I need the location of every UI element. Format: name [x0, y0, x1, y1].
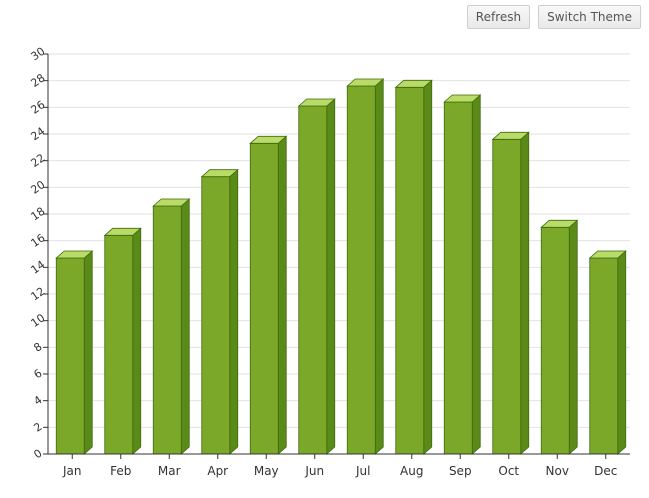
y-tick-label: 28 — [29, 71, 48, 90]
bar-front-face — [152, 205, 182, 455]
bar-side-face — [617, 250, 627, 455]
y-tick-label: 10 — [29, 311, 48, 330]
y-tick-label: 14 — [29, 258, 48, 277]
bar-side-face — [520, 131, 530, 455]
bar-front-face — [55, 257, 85, 455]
toolbar: Refresh Switch Theme — [466, 5, 641, 29]
y-tick-label: 8 — [31, 340, 44, 355]
bar-front-face — [589, 257, 619, 455]
bar-may — [249, 135, 288, 455]
switch-theme-button[interactable]: Switch Theme — [538, 5, 641, 29]
bar-side-face — [229, 168, 239, 455]
x-tick-label: Oct — [498, 464, 519, 478]
x-tick-label: Jan — [62, 464, 82, 478]
bar-nov — [540, 219, 579, 455]
bar-jun — [297, 98, 336, 455]
x-tick-label: Sep — [449, 464, 472, 478]
bar-front-face — [346, 85, 376, 455]
bar-top-face — [588, 250, 627, 259]
x-tick-label: Jun — [304, 464, 324, 478]
y-tick-label: 22 — [29, 151, 48, 170]
bar-side-face — [374, 78, 384, 455]
bar-side-face — [132, 227, 142, 455]
bar-top-face — [200, 169, 239, 178]
bar-side-face — [277, 135, 287, 455]
bar-side-face — [568, 219, 578, 455]
bar-top-face — [103, 227, 142, 236]
bar-side-face — [471, 94, 481, 455]
bar-jul — [346, 78, 385, 455]
x-tick-label: May — [254, 464, 279, 478]
bar-front-face — [249, 142, 279, 455]
bar-aug — [394, 79, 433, 455]
y-tick-label: 26 — [29, 98, 48, 117]
y-tick-label: 12 — [29, 285, 48, 304]
y-tick-label: 24 — [29, 125, 48, 144]
bar-top-face — [55, 250, 94, 259]
bar-front-face — [104, 234, 134, 455]
bar-front-face — [540, 226, 570, 455]
bar-jan — [55, 250, 94, 455]
bar-side-face — [326, 98, 336, 455]
x-tick-label: Mar — [158, 464, 181, 478]
bar-side-face — [423, 79, 433, 455]
bar-sep — [443, 94, 482, 455]
x-tick-label: Dec — [594, 464, 617, 478]
bar-top-face — [152, 198, 191, 207]
axes — [47, 54, 630, 455]
bar-front-face — [201, 176, 231, 455]
x-tick-label: Apr — [207, 464, 228, 478]
bar-oct — [491, 131, 530, 455]
bars — [55, 78, 627, 455]
bar-front-face — [443, 101, 473, 455]
x-tick-labels: Jan Feb Mar Apr May Jun Jul Aug Sep Oct Nov Dec — [62, 454, 617, 478]
bar-front-face — [395, 86, 425, 455]
bar-side-face — [83, 250, 93, 455]
bar-top-face — [443, 94, 482, 103]
y-tick-label: 30 — [29, 45, 48, 64]
y-tick-label: 18 — [29, 205, 48, 224]
y-tick-label: 20 — [29, 178, 48, 197]
x-tick-label: Feb — [110, 464, 131, 478]
bar-top-face — [394, 79, 433, 88]
y-tick-label: 6 — [31, 367, 44, 382]
x-tick-label: Aug — [400, 464, 423, 478]
bar-front-face — [298, 105, 328, 455]
bar-dec — [588, 250, 627, 455]
bar-apr — [200, 168, 239, 455]
bar-side-face — [180, 198, 190, 455]
y-tick-label: 2 — [31, 420, 44, 435]
y-tick-label: 0 — [31, 447, 44, 462]
x-tick-label: Nov — [546, 464, 569, 478]
refresh-button[interactable]: Refresh — [466, 5, 531, 29]
bar-mar — [152, 198, 191, 455]
y-tick-label: 16 — [29, 231, 48, 250]
bar-feb — [103, 227, 142, 455]
bar-front-face — [492, 138, 522, 455]
bar-top-face — [540, 219, 579, 228]
bar-top-face — [249, 135, 288, 144]
bar-top-face — [297, 98, 336, 107]
x-tick-label: Jul — [355, 464, 370, 478]
bar-top-face — [346, 78, 385, 87]
y-tick-label: 4 — [31, 393, 44, 408]
bar-top-face — [491, 131, 530, 140]
